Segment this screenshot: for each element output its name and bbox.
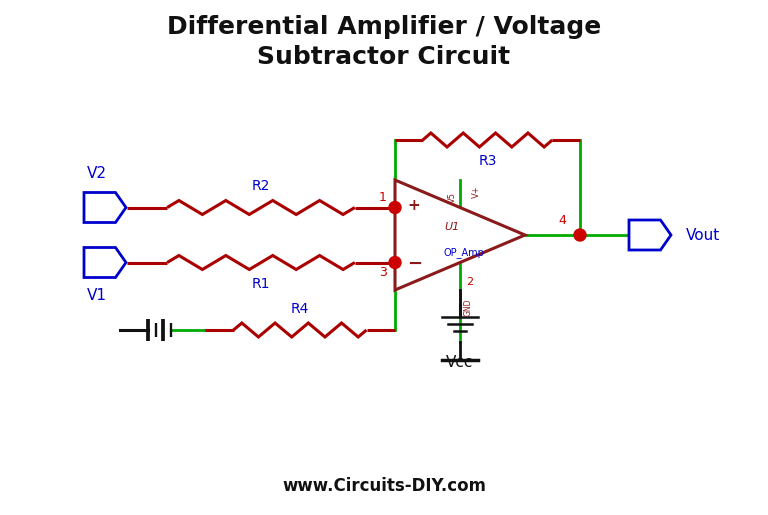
Text: R2: R2 <box>252 180 270 194</box>
Text: 2: 2 <box>466 277 474 287</box>
Text: V+: V+ <box>472 185 481 198</box>
Text: R3: R3 <box>478 154 497 168</box>
Text: 3: 3 <box>379 266 387 279</box>
Circle shape <box>389 201 401 214</box>
Text: V1: V1 <box>87 288 107 303</box>
Polygon shape <box>395 180 525 290</box>
Text: V5: V5 <box>448 192 456 203</box>
Text: R1: R1 <box>252 277 270 290</box>
Text: Vcc: Vcc <box>446 355 474 370</box>
Text: +: + <box>407 198 420 213</box>
Circle shape <box>389 256 401 268</box>
Text: GND: GND <box>464 298 472 316</box>
Text: Differential Amplifier / Voltage
Subtractor Circuit: Differential Amplifier / Voltage Subtrac… <box>167 15 601 68</box>
Circle shape <box>574 229 586 241</box>
Text: R4: R4 <box>291 302 310 316</box>
Text: OP_Amp: OP_Amp <box>444 248 485 259</box>
Text: V2: V2 <box>87 166 107 181</box>
Text: 4: 4 <box>558 215 566 228</box>
Text: 1: 1 <box>379 191 387 204</box>
Text: Vout: Vout <box>686 228 720 243</box>
Text: −: − <box>407 254 422 272</box>
Text: U1: U1 <box>445 222 459 232</box>
Text: www.Circuits-DIY.com: www.Circuits-DIY.com <box>282 477 486 495</box>
